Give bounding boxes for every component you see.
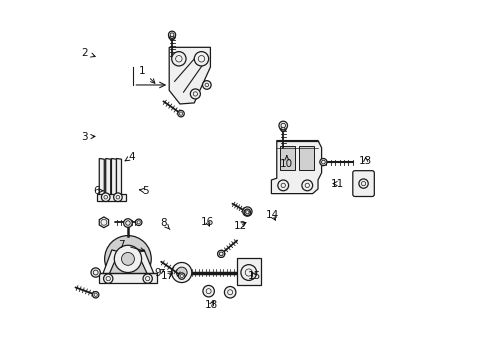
Circle shape bbox=[178, 273, 184, 279]
Circle shape bbox=[104, 195, 107, 199]
Circle shape bbox=[217, 250, 224, 257]
Polygon shape bbox=[237, 258, 260, 285]
Circle shape bbox=[301, 180, 312, 191]
Circle shape bbox=[193, 92, 197, 96]
Polygon shape bbox=[111, 158, 116, 197]
Circle shape bbox=[137, 221, 140, 224]
Circle shape bbox=[198, 55, 204, 62]
Circle shape bbox=[281, 123, 285, 128]
Circle shape bbox=[203, 285, 214, 297]
Text: 9: 9 bbox=[154, 268, 164, 278]
Text: 13: 13 bbox=[358, 156, 371, 166]
Polygon shape bbox=[101, 250, 119, 280]
Circle shape bbox=[101, 193, 110, 202]
Circle shape bbox=[241, 265, 256, 280]
Polygon shape bbox=[99, 158, 104, 197]
Text: 5: 5 bbox=[139, 186, 149, 196]
Circle shape bbox=[281, 126, 285, 130]
Text: 3: 3 bbox=[81, 132, 95, 142]
Circle shape bbox=[179, 112, 182, 115]
Polygon shape bbox=[116, 158, 121, 197]
Circle shape bbox=[206, 289, 211, 294]
Circle shape bbox=[219, 252, 223, 256]
Polygon shape bbox=[99, 217, 108, 228]
Circle shape bbox=[106, 276, 110, 281]
Circle shape bbox=[242, 207, 251, 216]
Text: 17: 17 bbox=[161, 271, 174, 281]
Circle shape bbox=[113, 193, 122, 202]
Circle shape bbox=[125, 221, 130, 225]
Text: 8: 8 bbox=[160, 218, 169, 229]
Circle shape bbox=[175, 55, 182, 62]
Circle shape bbox=[305, 183, 309, 188]
Circle shape bbox=[170, 35, 173, 38]
Circle shape bbox=[280, 125, 286, 131]
Text: 1: 1 bbox=[139, 66, 155, 83]
Circle shape bbox=[145, 276, 149, 281]
Circle shape bbox=[168, 33, 175, 40]
Text: 16: 16 bbox=[201, 217, 214, 227]
Circle shape bbox=[170, 33, 174, 37]
Circle shape bbox=[91, 268, 100, 277]
Circle shape bbox=[227, 290, 232, 295]
Circle shape bbox=[244, 269, 252, 276]
Circle shape bbox=[114, 245, 142, 273]
Circle shape bbox=[218, 251, 224, 257]
Circle shape bbox=[94, 293, 97, 296]
Circle shape bbox=[319, 158, 326, 166]
Circle shape bbox=[245, 211, 248, 214]
Circle shape bbox=[101, 219, 107, 225]
Polygon shape bbox=[271, 140, 321, 194]
Text: 15: 15 bbox=[247, 271, 261, 281]
Circle shape bbox=[361, 181, 365, 186]
Circle shape bbox=[171, 262, 191, 283]
FancyBboxPatch shape bbox=[280, 146, 295, 170]
Circle shape bbox=[194, 51, 208, 66]
Text: 6: 6 bbox=[93, 186, 103, 196]
Circle shape bbox=[171, 51, 185, 66]
Text: 12: 12 bbox=[233, 221, 246, 231]
Text: 10: 10 bbox=[280, 156, 293, 169]
Circle shape bbox=[121, 252, 134, 265]
Text: 14: 14 bbox=[265, 210, 279, 220]
Circle shape bbox=[190, 89, 200, 99]
Circle shape bbox=[278, 121, 287, 130]
FancyBboxPatch shape bbox=[298, 146, 313, 170]
Circle shape bbox=[123, 219, 132, 227]
Polygon shape bbox=[99, 273, 157, 283]
Circle shape bbox=[168, 31, 175, 39]
Circle shape bbox=[202, 81, 211, 89]
Circle shape bbox=[142, 274, 152, 283]
Circle shape bbox=[103, 274, 113, 283]
Circle shape bbox=[178, 111, 184, 117]
Circle shape bbox=[244, 210, 249, 214]
Polygon shape bbox=[105, 158, 110, 197]
Circle shape bbox=[116, 195, 120, 199]
Circle shape bbox=[92, 292, 99, 298]
Circle shape bbox=[180, 274, 183, 278]
FancyBboxPatch shape bbox=[352, 171, 373, 197]
Text: 18: 18 bbox=[204, 300, 218, 310]
Polygon shape bbox=[97, 194, 126, 201]
Text: 2: 2 bbox=[81, 48, 95, 58]
Circle shape bbox=[219, 252, 223, 256]
Circle shape bbox=[244, 209, 250, 216]
Text: 11: 11 bbox=[330, 179, 343, 189]
Circle shape bbox=[176, 267, 187, 278]
Text: 7: 7 bbox=[118, 239, 144, 252]
Circle shape bbox=[321, 160, 325, 164]
Circle shape bbox=[358, 179, 367, 188]
Circle shape bbox=[277, 180, 288, 191]
Circle shape bbox=[93, 270, 98, 275]
Circle shape bbox=[135, 219, 142, 226]
Polygon shape bbox=[169, 47, 210, 104]
Circle shape bbox=[224, 287, 235, 298]
Polygon shape bbox=[137, 250, 155, 279]
Circle shape bbox=[104, 235, 151, 282]
Circle shape bbox=[204, 83, 208, 87]
Circle shape bbox=[281, 183, 285, 188]
Text: 4: 4 bbox=[125, 152, 135, 162]
